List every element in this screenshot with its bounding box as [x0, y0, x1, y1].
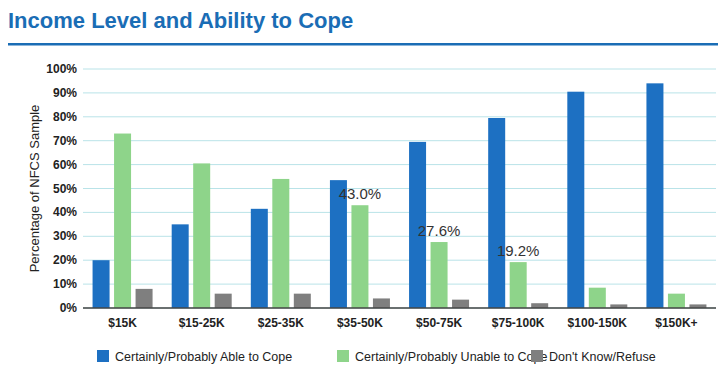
y-tick-label: 80%: [53, 110, 77, 124]
x-tick-label: $50-75K: [416, 316, 462, 330]
data-label: 43.0%: [339, 185, 382, 202]
legend-label: Certainly/Probably Unable to Cope: [355, 350, 548, 364]
bar: [93, 260, 110, 308]
y-tick-label: 50%: [53, 182, 77, 196]
bar: [431, 242, 448, 308]
bar: [488, 118, 505, 308]
bar: [294, 294, 311, 308]
title: Income Level and Ability to Cope: [8, 8, 353, 33]
y-tick-label: 0%: [60, 301, 78, 315]
grid-line: [83, 308, 716, 309]
bar: [272, 179, 289, 308]
bar: [510, 262, 527, 308]
bar: [114, 134, 131, 308]
y-tick-label: 70%: [53, 134, 77, 148]
grid-line: [83, 92, 716, 93]
bar: [589, 288, 606, 308]
data-label: 27.6%: [418, 222, 461, 239]
x-tick-label: $75-100K: [492, 316, 545, 330]
y-tick-label: 30%: [53, 229, 77, 243]
bar: [567, 92, 584, 308]
legend-label: Don't Know/Refuse: [549, 350, 656, 364]
bars: [93, 83, 707, 308]
bar: [215, 294, 232, 308]
grid-line: [83, 69, 716, 70]
y-tick-label: 90%: [53, 86, 77, 100]
x-tick-label: $35-50K: [337, 316, 383, 330]
x-axis-line: [83, 307, 716, 309]
y-tick-label: 20%: [53, 253, 77, 267]
grid-line: [83, 188, 716, 189]
grid-line: [83, 164, 716, 165]
legend-label: Certainly/Probably Able to Cope: [115, 350, 292, 364]
bar: [251, 209, 268, 308]
x-tick-label: $100-150K: [568, 316, 628, 330]
x-tick-label: $15-25K: [179, 316, 225, 330]
bar: [646, 83, 663, 308]
legend-swatch: [531, 350, 543, 362]
bar: [172, 224, 189, 308]
y-tick-label: 100%: [46, 62, 77, 76]
bar: [351, 205, 368, 308]
x-tick-label: $25-35K: [258, 316, 304, 330]
bar: [193, 163, 210, 308]
chart: Income Level and Ability to Cope Percenta…: [0, 0, 725, 387]
bar: [136, 289, 153, 308]
data-label: 19.2%: [497, 242, 540, 259]
x-tick-label: $15K: [108, 316, 137, 330]
y-axis-label: Percentage of NFCS Sample: [27, 105, 42, 273]
y-tick-label: 60%: [53, 158, 77, 172]
legend-swatch: [337, 350, 349, 362]
legend-swatch: [97, 350, 109, 362]
grid-line: [83, 140, 716, 141]
y-tick-label: 10%: [53, 277, 77, 291]
grid-line: [83, 116, 716, 117]
grid-line: [83, 212, 716, 213]
x-tick-label: $150K+: [655, 316, 697, 330]
bar: [668, 294, 685, 308]
bar: [373, 298, 390, 308]
bar: [452, 300, 469, 308]
title-rule: [8, 43, 718, 46]
y-tick-label: 40%: [53, 205, 77, 219]
